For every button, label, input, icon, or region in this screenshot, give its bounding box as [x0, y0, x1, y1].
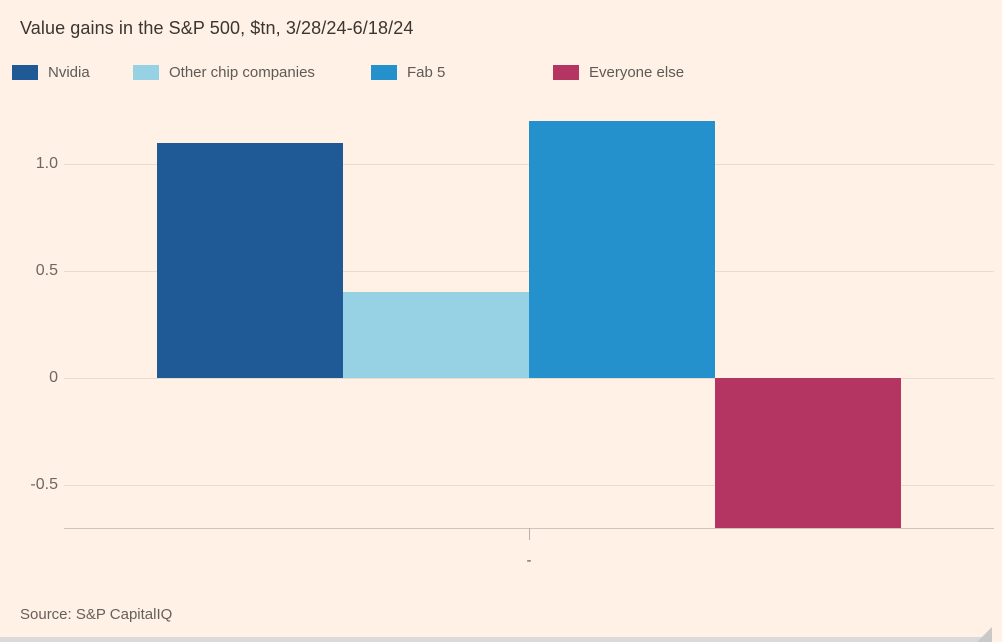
legend-label: Nvidia — [48, 63, 90, 81]
bar-other-chip-companies — [343, 292, 529, 378]
legend-label: Fab 5 — [407, 63, 446, 81]
legend-item-other-chip-companies: Other chip companies — [133, 63, 315, 81]
x-axis-tick-label: - — [526, 552, 532, 569]
bar-everyone-else — [715, 378, 901, 528]
bar-fab-5 — [529, 121, 715, 378]
legend-item-nvidia: Nvidia — [12, 63, 90, 81]
legend: Nvidia Other chip companies Fab 5 Everyone … — [0, 64, 1002, 82]
bar-nvidia — [157, 142, 343, 378]
resize-handle-icon[interactable] — [977, 627, 992, 642]
horizontal-scrollbar[interactable] — [0, 637, 986, 642]
legend-label: Everyone else — [589, 63, 685, 81]
legend-label: Other chip companies — [169, 63, 315, 81]
gridline-0 — [64, 378, 994, 379]
legend-swatch-icon — [133, 64, 159, 80]
y-axis-tick-label: 1.0 — [35, 155, 58, 172]
gridline--0.5 — [64, 485, 994, 486]
legend-swatch-icon — [12, 64, 38, 80]
chart-title: Value gains in the S&P 500, $tn, 3/28/24… — [20, 18, 414, 38]
x-axis-tick — [529, 528, 530, 540]
source-text: Source: S&P CapitalIQ — [20, 606, 173, 623]
legend-swatch-icon — [553, 64, 579, 80]
legend-item-fab-5: Fab 5 — [371, 63, 446, 81]
y-axis-tick-label: -0.5 — [30, 476, 58, 493]
y-axis-tick-label: 0.5 — [35, 262, 58, 279]
legend-item-everyone-else: Everyone else — [553, 63, 685, 81]
y-axis-tick-label: 0 — [49, 369, 58, 386]
legend-swatch-icon — [371, 64, 397, 80]
